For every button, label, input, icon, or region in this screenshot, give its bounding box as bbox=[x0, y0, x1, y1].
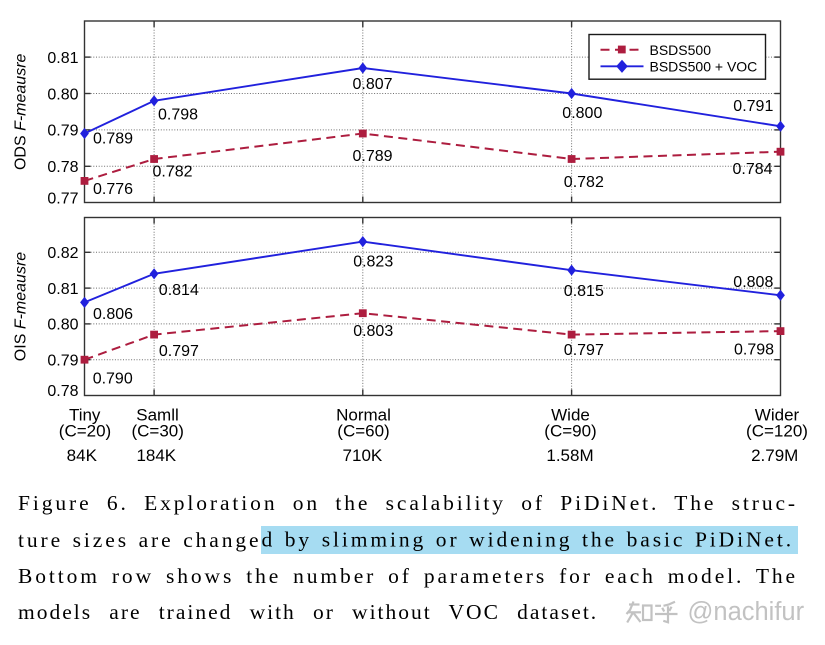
svg-text:710K: 710K bbox=[343, 446, 383, 465]
svg-text:0.77: 0.77 bbox=[47, 190, 78, 207]
svg-text:OIS F-meausre: OIS F-meausre bbox=[13, 252, 30, 361]
svg-text:(C=30): (C=30) bbox=[131, 422, 183, 441]
svg-text:0.782: 0.782 bbox=[153, 163, 193, 180]
svg-text:0.782: 0.782 bbox=[564, 174, 604, 191]
svg-text:0.789: 0.789 bbox=[93, 131, 133, 148]
svg-text:0.78: 0.78 bbox=[47, 159, 78, 176]
svg-text:0.808: 0.808 bbox=[733, 274, 773, 291]
svg-text:0.797: 0.797 bbox=[564, 342, 604, 359]
svg-text:(C=120): (C=120) bbox=[746, 422, 808, 441]
svg-text:1.58M: 1.58M bbox=[546, 446, 593, 465]
svg-text:0.776: 0.776 bbox=[93, 181, 133, 198]
svg-text:0.81: 0.81 bbox=[47, 281, 78, 298]
svg-text:BSDS500 + VOC: BSDS500 + VOC bbox=[650, 58, 758, 74]
svg-text:0.79: 0.79 bbox=[47, 123, 78, 140]
svg-text:ODS F-meausre: ODS F-meausre bbox=[13, 53, 30, 170]
svg-text:(C=90): (C=90) bbox=[544, 422, 596, 441]
svg-text:0.790: 0.790 bbox=[93, 370, 133, 387]
svg-text:0.79: 0.79 bbox=[47, 353, 78, 370]
svg-text:(C=20): (C=20) bbox=[59, 422, 111, 441]
svg-text:184K: 184K bbox=[136, 446, 176, 465]
svg-text:Wide: Wide bbox=[551, 406, 590, 425]
svg-text:0.798: 0.798 bbox=[734, 342, 774, 359]
svg-text:Tiny: Tiny bbox=[69, 406, 101, 425]
svg-text:0.815: 0.815 bbox=[564, 283, 604, 300]
svg-text:0.800: 0.800 bbox=[562, 105, 602, 122]
svg-text:@nachifur: @nachifur bbox=[688, 598, 805, 626]
svg-text:84K: 84K bbox=[67, 446, 98, 465]
svg-text:0.789: 0.789 bbox=[353, 148, 393, 165]
svg-text:0.78: 0.78 bbox=[47, 383, 78, 400]
svg-text:0.806: 0.806 bbox=[93, 306, 133, 323]
svg-text:0.80: 0.80 bbox=[47, 86, 78, 103]
svg-text:0.807: 0.807 bbox=[353, 76, 393, 93]
svg-text:2.79M: 2.79M bbox=[751, 446, 798, 465]
svg-text:0.798: 0.798 bbox=[158, 107, 198, 124]
svg-text:0.797: 0.797 bbox=[159, 343, 199, 360]
svg-text:0.814: 0.814 bbox=[159, 282, 199, 299]
svg-text:Wider: Wider bbox=[755, 406, 800, 425]
svg-text:BSDS500: BSDS500 bbox=[650, 42, 712, 58]
svg-text:0.791: 0.791 bbox=[733, 98, 773, 115]
svg-text:Samll: Samll bbox=[136, 406, 179, 425]
svg-text:0.80: 0.80 bbox=[47, 317, 78, 334]
svg-text:0.82: 0.82 bbox=[47, 245, 78, 262]
svg-text:0.81: 0.81 bbox=[47, 50, 78, 67]
svg-text:Normal: Normal bbox=[336, 406, 391, 425]
svg-text:(C=60): (C=60) bbox=[337, 422, 389, 441]
svg-text:0.823: 0.823 bbox=[353, 254, 393, 271]
svg-text:0.803: 0.803 bbox=[353, 323, 393, 340]
svg-text:0.784: 0.784 bbox=[733, 161, 773, 178]
